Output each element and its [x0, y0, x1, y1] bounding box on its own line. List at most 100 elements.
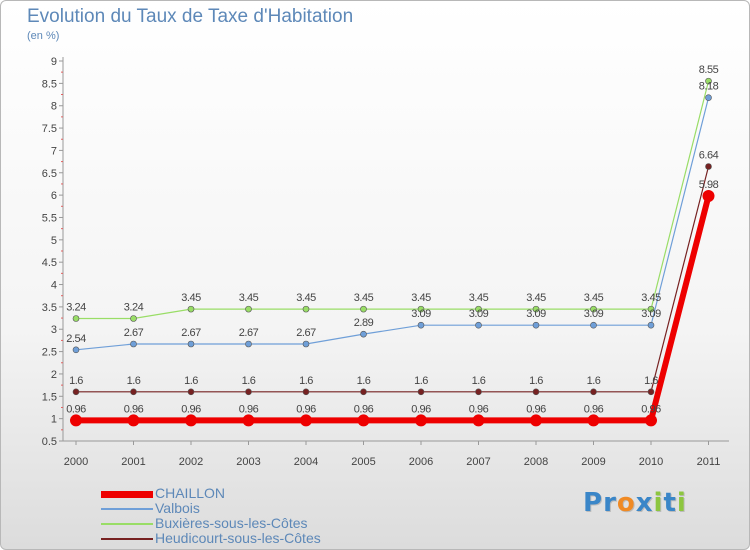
x-tick-label: 2004	[294, 456, 318, 468]
data-label: 2.67	[239, 327, 259, 339]
legend-swatch	[101, 508, 153, 510]
y-tick-label: 6	[51, 190, 57, 202]
data-point	[417, 321, 425, 329]
x-tick-label: 2001	[121, 456, 145, 468]
data-point	[302, 340, 310, 348]
data-label: 2.67	[296, 327, 316, 339]
data-label: 3.45	[411, 292, 431, 304]
proxiti-logo: Proxiti	[583, 488, 687, 518]
data-label: 1.6	[357, 375, 371, 387]
data-label: 3.45	[239, 292, 259, 304]
x-tick-label: 2009	[581, 456, 605, 468]
data-label: 3.24	[124, 302, 144, 314]
data-label: 1.6	[644, 375, 658, 387]
y-tick-label: 3	[51, 324, 57, 336]
data-point	[417, 388, 425, 396]
data-point	[360, 388, 367, 396]
series-line-2	[76, 80, 710, 320]
x-tick-label: 2006	[409, 456, 433, 468]
data-point	[647, 388, 655, 396]
data-point	[705, 163, 712, 170]
y-tick-label: 5	[51, 235, 57, 247]
y-tick-label: 1	[51, 414, 57, 426]
data-point	[187, 305, 195, 313]
x-tick-label: 2011	[697, 456, 721, 468]
data-point	[300, 414, 312, 427]
data-label: 0.96	[296, 403, 316, 415]
data-label: 0.96	[526, 403, 546, 415]
y-tick-label: 8.5	[42, 78, 57, 90]
y-tick-label: 3.5	[42, 302, 57, 314]
logo-letter: o	[616, 488, 636, 518]
data-label: 1.6	[184, 375, 198, 387]
x-tick-label: 2008	[524, 456, 548, 468]
logo-letter: r	[603, 488, 617, 518]
data-point	[72, 346, 80, 354]
data-point	[417, 305, 425, 313]
y-tick-label: 5.5	[42, 212, 57, 224]
y-tick-label: 2	[51, 369, 57, 381]
data-point	[70, 414, 82, 427]
y-tick-label: 2.5	[42, 347, 57, 359]
data-label: 1.6	[242, 375, 256, 387]
data-point	[185, 414, 197, 427]
data-point	[127, 414, 140, 427]
data-label: 3.09	[469, 308, 489, 320]
data-point	[530, 414, 542, 427]
data-label: 2.67	[124, 327, 144, 339]
legend-label: CHAILLON	[155, 485, 226, 501]
data-label: 8.18	[699, 81, 719, 93]
data-label: 2.67	[181, 327, 201, 339]
data-point	[72, 388, 80, 396]
data-point	[245, 388, 252, 396]
data-point	[415, 414, 427, 427]
y-tick-label: 7.5	[42, 123, 57, 135]
data-point	[245, 305, 252, 313]
x-tick-label: 2003	[236, 456, 260, 468]
data-label: 3.09	[641, 308, 661, 320]
data-point	[532, 305, 540, 313]
data-point	[587, 414, 600, 427]
legend-swatch	[101, 538, 153, 540]
logo-letter: i	[676, 488, 687, 518]
legend-label: Heudicourt-sous-les-Côtes	[155, 530, 321, 546]
data-label: 1.6	[414, 375, 428, 387]
data-label: 0.96	[584, 403, 604, 415]
data-label: 1.6	[127, 375, 141, 387]
data-label: 3.45	[526, 292, 546, 304]
logo-letter: P	[583, 488, 604, 518]
data-point	[187, 388, 195, 396]
data-point	[645, 414, 657, 427]
data-label: 3.45	[181, 292, 201, 304]
data-label: 1.6	[529, 375, 543, 387]
data-label: 3.45	[469, 292, 489, 304]
data-label: 3.45	[296, 292, 316, 304]
legend-swatch	[101, 490, 153, 498]
data-point	[590, 321, 597, 329]
data-label: 3.45	[641, 292, 661, 304]
x-tick-label: 2000	[64, 456, 88, 468]
data-point	[475, 388, 482, 396]
legend-label: Buxières-sous-les-Côtes	[155, 515, 308, 531]
data-point	[647, 305, 655, 313]
data-point	[705, 94, 712, 101]
data-point	[130, 315, 137, 322]
data-label: 5.98	[699, 179, 719, 191]
y-tick-label: 7	[51, 145, 57, 157]
chart-title: Evolution du Taux de Taxe d'Habitation	[27, 6, 354, 27]
y-tick-label: 0.5	[42, 436, 57, 448]
y-tick-label: 4	[51, 280, 57, 292]
data-point	[532, 388, 540, 396]
data-label: 0.96	[641, 403, 661, 415]
data-point	[590, 305, 597, 313]
y-tick-label: 8	[51, 101, 57, 113]
series-line-3	[76, 166, 710, 393]
y-tick-label: 6.5	[42, 168, 57, 180]
data-point	[532, 321, 540, 329]
data-point	[302, 305, 310, 313]
legend-label: Valbois	[155, 500, 200, 516]
data-point	[702, 190, 715, 203]
y-tick-label: 4.5	[42, 257, 57, 269]
